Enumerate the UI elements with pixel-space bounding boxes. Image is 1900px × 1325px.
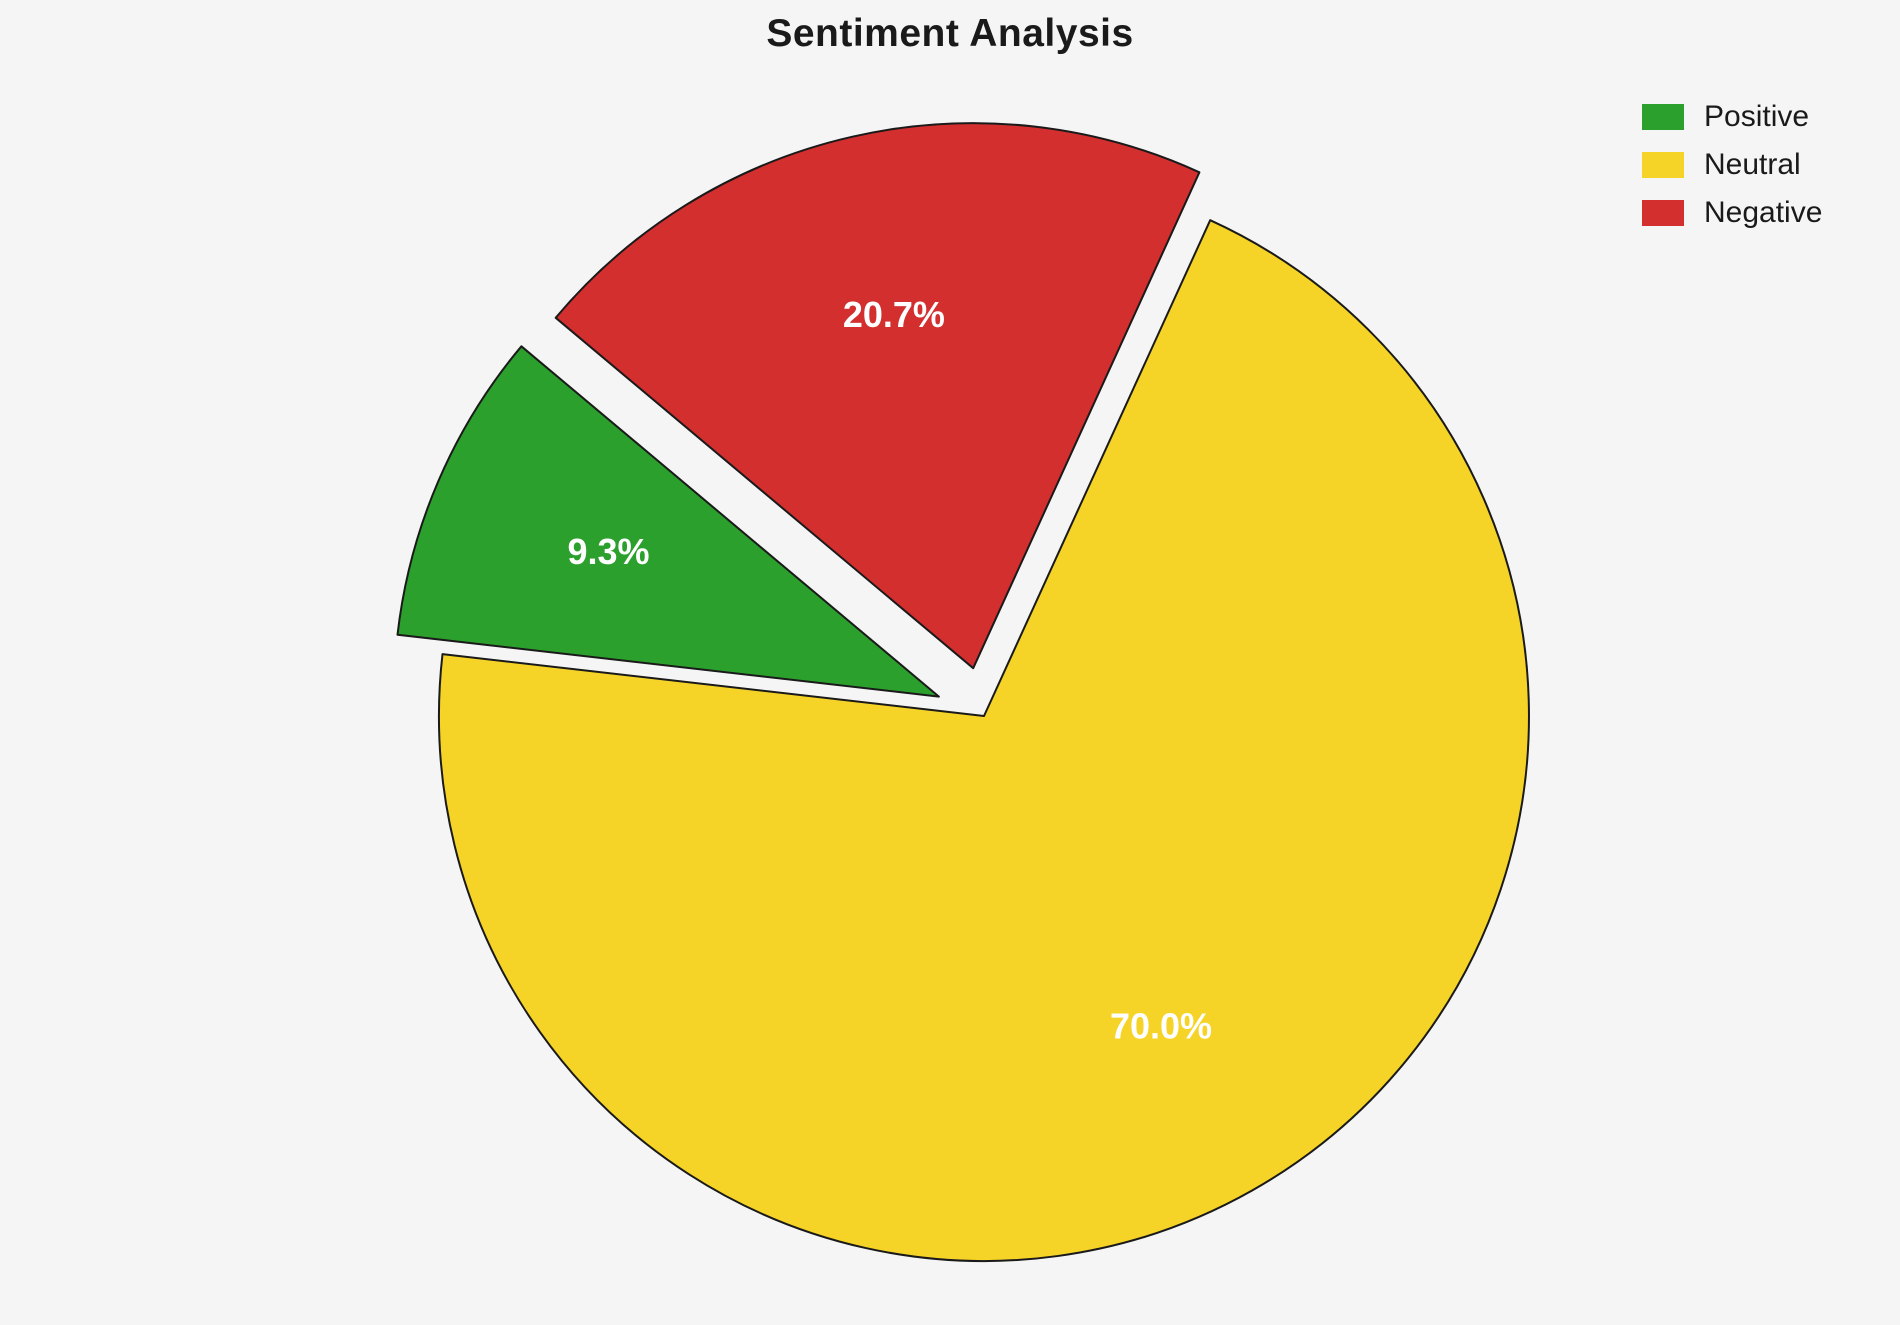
pie-slice-neutral <box>437 219 1530 1262</box>
pie-percent-label-negative: 20.7% <box>843 294 945 335</box>
pie-percent-label-positive: 9.3% <box>567 531 649 572</box>
legend-swatch-negative <box>1642 200 1684 226</box>
legend-label-negative: Negative <box>1704 196 1823 229</box>
pie-slice-positive <box>396 345 940 698</box>
legend: Positive Neutral Negative <box>1642 98 1822 232</box>
legend-item-neutral: Neutral <box>1642 146 1822 184</box>
chart-title: Sentiment Analysis <box>766 12 1134 55</box>
legend-swatch-neutral <box>1642 152 1684 178</box>
pie-percent-label-neutral: 70.0% <box>1110 1006 1212 1047</box>
legend-item-positive: Positive <box>1642 98 1822 136</box>
legend-swatch-positive <box>1642 104 1684 130</box>
pie-slice-negative <box>554 122 1201 670</box>
legend-label-neutral: Neutral <box>1704 148 1801 181</box>
legend-item-negative: Negative <box>1642 194 1822 232</box>
legend-label-positive: Positive <box>1704 100 1810 133</box>
